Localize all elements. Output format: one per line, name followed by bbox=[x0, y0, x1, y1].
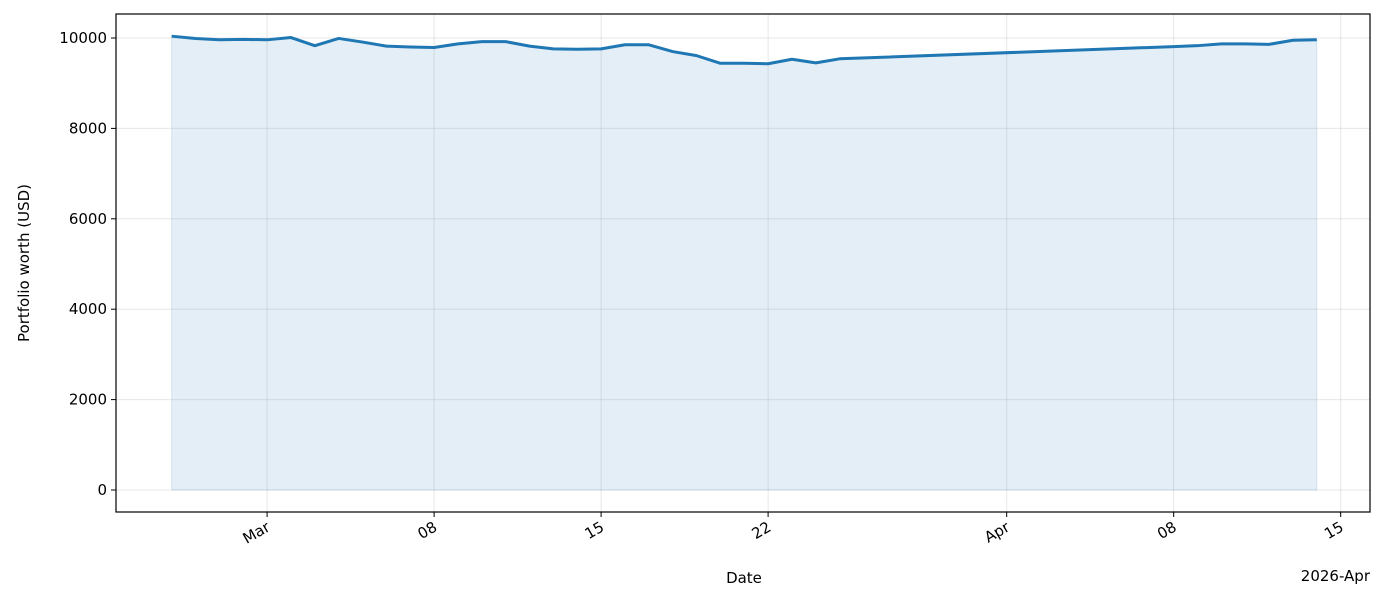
y-axis-label: Portfolio worth (USD) bbox=[15, 184, 33, 342]
x-offset-label: 2026-Apr bbox=[1301, 567, 1371, 585]
y-tick-label: 8000 bbox=[69, 119, 107, 137]
x-axis-label: Date bbox=[726, 569, 762, 587]
plot-frame bbox=[115, 13, 1371, 513]
y-tick-label: 2000 bbox=[69, 391, 107, 409]
area bbox=[171, 35, 1318, 491]
line bbox=[171, 34, 1317, 66]
y-tick-label: 6000 bbox=[69, 210, 107, 228]
y-tick-label: 0 bbox=[97, 481, 107, 499]
y-tick-label: 10000 bbox=[59, 29, 107, 47]
y-tick-label: 4000 bbox=[69, 300, 107, 318]
